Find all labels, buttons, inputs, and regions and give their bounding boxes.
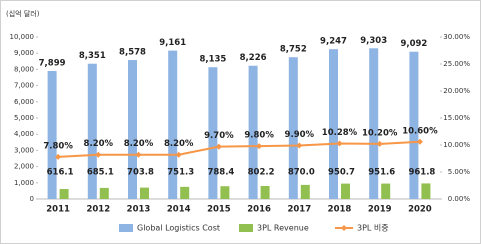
data-label: 751.3	[167, 168, 194, 178]
bar	[168, 50, 178, 200]
bar	[180, 186, 190, 199]
y-tick-label: 8,000	[14, 65, 34, 73]
y-tick-label: 0	[30, 195, 34, 203]
y2-tick-label: 5.00%	[448, 168, 471, 176]
data-label: 9,161	[159, 38, 186, 48]
bar	[208, 67, 218, 199]
data-label: 9,303	[360, 36, 387, 46]
x-tick-label: 2018	[328, 205, 352, 215]
x-tick-label: 2016	[247, 205, 271, 215]
bar	[87, 63, 97, 199]
data-label: 8,135	[199, 55, 226, 65]
legend-swatch-marker	[341, 225, 347, 231]
y2-tick-label: 10.00%	[443, 141, 470, 149]
y2-tick-label: 30.00%	[443, 33, 470, 41]
line-marker	[95, 151, 102, 158]
data-label: 802.2	[248, 168, 275, 178]
data-label: 616.1	[47, 168, 74, 178]
y-tick-label: 4,000	[14, 130, 34, 138]
y-tick-label: 1,000	[14, 179, 34, 187]
bar	[329, 49, 338, 199]
x-tick-label: 2012	[86, 205, 110, 215]
bar	[99, 187, 109, 199]
bar	[220, 186, 230, 199]
bar	[248, 65, 258, 199]
data-label: 10.28%	[322, 128, 358, 138]
data-label: 950.7	[328, 168, 355, 178]
data-label: 10.60%	[402, 126, 438, 136]
y-tick-label: 9,000	[14, 49, 34, 57]
bar	[140, 187, 149, 199]
y2-tick-label: 15.00%	[443, 114, 470, 122]
data-label: 961.8	[408, 168, 435, 178]
data-label: 951.6	[368, 168, 395, 178]
y-tick-label: 3,000	[14, 146, 34, 154]
data-label: 8.20%	[164, 139, 194, 149]
x-tick-label: 2013	[127, 205, 151, 215]
bar	[260, 186, 270, 199]
line-marker	[336, 140, 343, 147]
bar	[288, 57, 298, 199]
bar	[47, 71, 57, 199]
data-label: 9,092	[400, 39, 427, 49]
data-label: 870.0	[288, 168, 315, 178]
data-label: 7,899	[39, 59, 66, 69]
data-label: 9.80%	[244, 131, 274, 141]
bar	[59, 189, 69, 199]
legend-swatch	[119, 224, 133, 232]
x-tick-label: 2017	[287, 205, 311, 215]
data-label: 8.20%	[124, 139, 154, 149]
bar	[341, 183, 350, 199]
y-tick-label: 7,000	[14, 82, 34, 90]
data-label: 7.80%	[43, 141, 73, 151]
data-label: 703.8	[127, 168, 154, 178]
y2-tick-label: 0.00%	[448, 195, 471, 203]
y-axis-label: (십억 달러)	[6, 9, 40, 18]
y-tick-label: 6,000	[14, 98, 34, 106]
line-marker	[135, 151, 142, 158]
data-label: 8.20%	[84, 139, 114, 149]
data-label: 9.70%	[204, 131, 234, 141]
data-label: 10.20%	[362, 128, 398, 138]
bar	[369, 48, 379, 200]
bar	[128, 60, 137, 199]
legend-label: 3PL 비중	[357, 224, 389, 233]
data-label: 788.4	[207, 168, 234, 178]
bar	[421, 183, 431, 199]
line-marker	[296, 142, 303, 149]
line-marker	[416, 138, 423, 145]
data-label: 8,351	[79, 51, 106, 61]
data-label: 685.1	[87, 168, 114, 178]
data-label: 9.90%	[285, 130, 315, 140]
data-label: 9,247	[320, 37, 347, 47]
x-tick-label: 2015	[207, 205, 231, 215]
legend-label: 3PL Revenue	[257, 224, 309, 233]
data-label: 8,226	[240, 53, 267, 63]
x-tick-label: 2011	[46, 205, 70, 215]
line-marker	[215, 143, 222, 150]
bar	[409, 51, 419, 200]
y-tick-label: 2,000	[14, 163, 34, 171]
data-label: 8,578	[119, 48, 146, 58]
y-tick-label: 10,000	[10, 33, 35, 41]
line-marker	[256, 143, 263, 150]
x-tick-label: 2014	[167, 205, 191, 215]
legend-swatch	[239, 224, 253, 232]
y2-tick-label: 20.00%	[443, 87, 470, 95]
bar	[300, 184, 310, 199]
line	[58, 140, 420, 158]
x-tick-label: 2019	[368, 205, 392, 215]
line-marker	[175, 151, 182, 158]
x-tick-label: 2020	[408, 205, 432, 215]
line-marker	[55, 153, 62, 160]
y-tick-label: 5,000	[14, 114, 34, 122]
y2-tick-label: 25.00%	[443, 60, 470, 68]
bar	[381, 183, 391, 199]
data-label: 8,752	[280, 45, 307, 55]
line-marker	[376, 140, 383, 147]
legend-label: Global Logistics Cost	[137, 224, 220, 233]
